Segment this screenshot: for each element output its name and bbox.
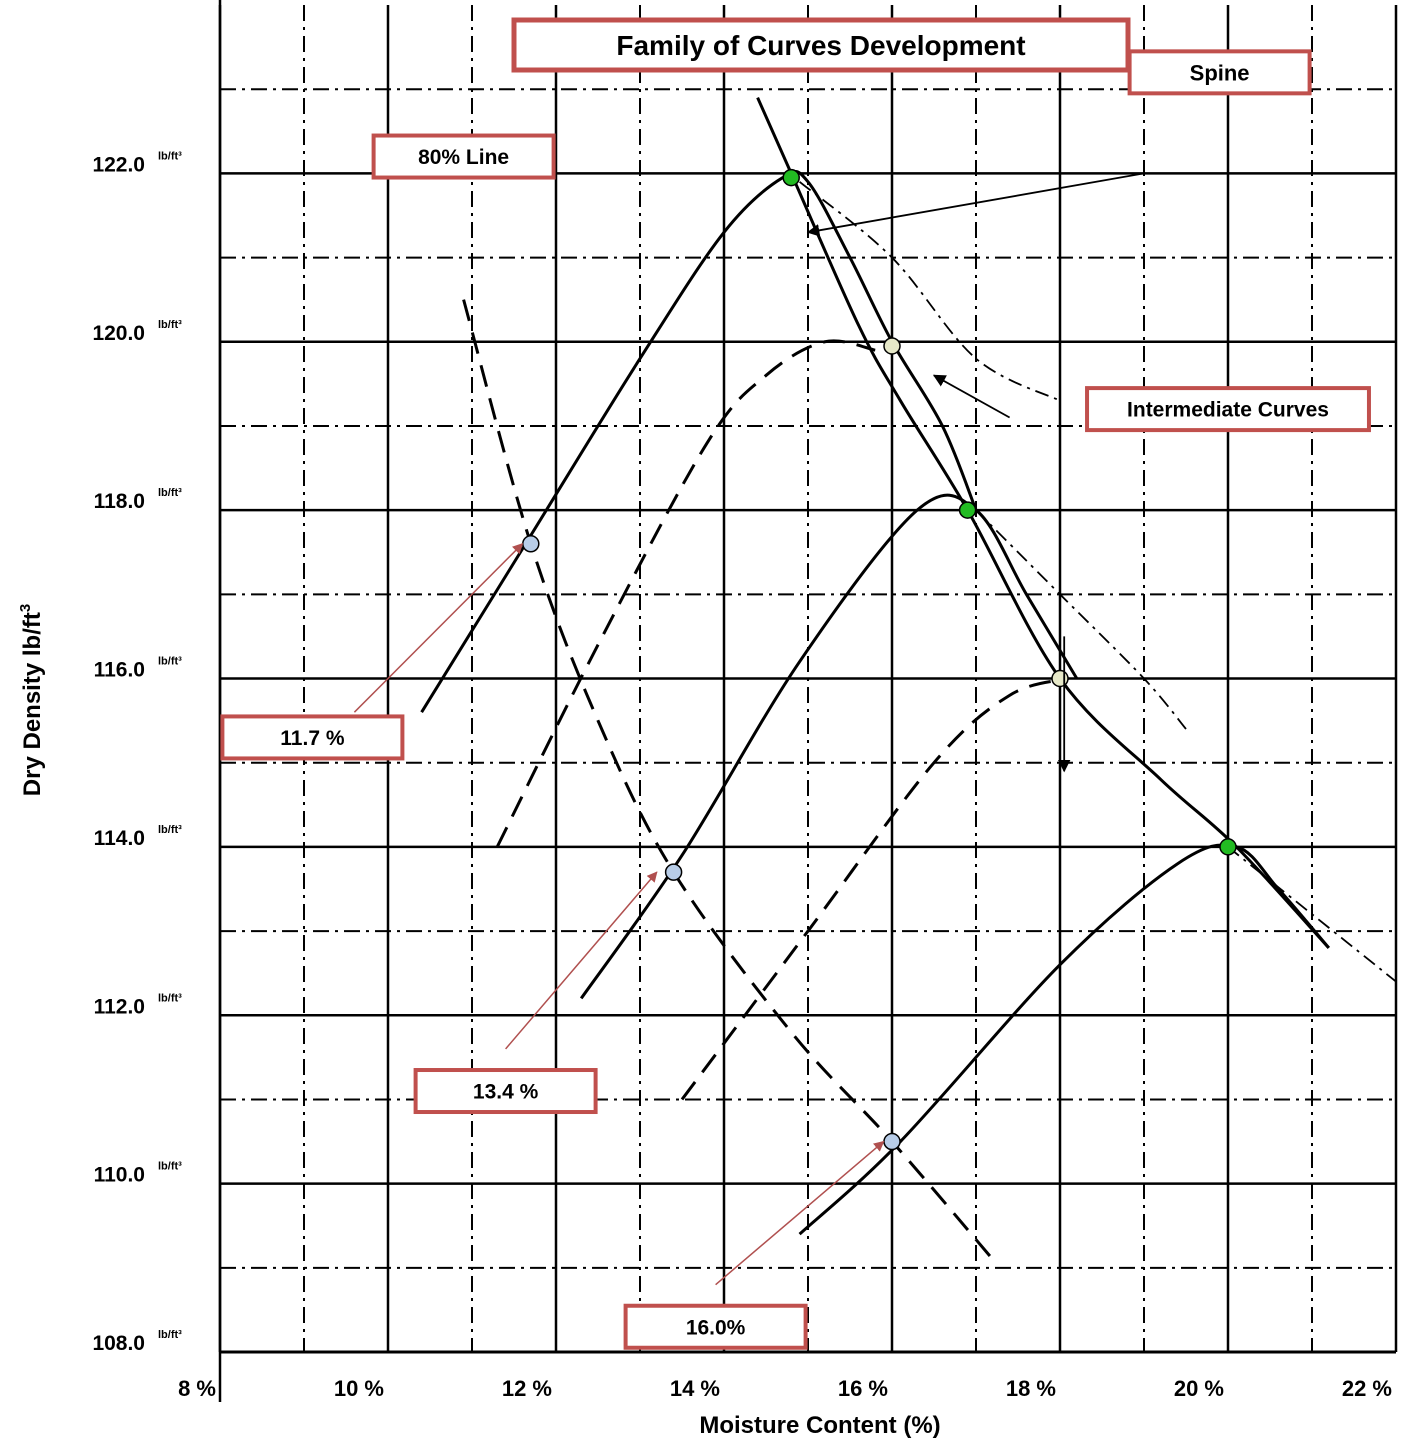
annotation-box-2: 80% Line xyxy=(371,133,556,180)
annotation-box-frame xyxy=(413,1068,598,1115)
x-tick-label: 14 % xyxy=(670,1376,720,1401)
y-tick-label: 116.0 xyxy=(94,659,145,682)
y-tick-unit: lb/ft³ xyxy=(158,656,182,668)
chart-title-box: Family of Curves Development xyxy=(511,17,1131,73)
annotation-box-frame xyxy=(1085,386,1371,433)
curve-series-8 xyxy=(799,181,1061,402)
data-point-4 xyxy=(1051,669,1069,688)
annotation-box-frame xyxy=(371,133,556,180)
y-axis-title-superscript: 3 xyxy=(17,604,34,612)
y-tick-label: 122.0 xyxy=(92,153,145,176)
x-axis-title: Moisture Content (%) xyxy=(699,1412,940,1439)
annotation-box-4: 11.7 % xyxy=(220,714,405,761)
y-tick-unit: lb/ft³ xyxy=(158,1329,182,1341)
annotation-arrow-6 xyxy=(715,1140,885,1286)
annotation-label: Spine xyxy=(1190,60,1250,85)
annotation-arrow-4 xyxy=(353,543,524,713)
x-tick-label: 20 % xyxy=(1174,1376,1224,1401)
annotation-box-6: 16.0% xyxy=(623,1303,808,1350)
y-tick-label: 114.0 xyxy=(94,827,145,850)
y-tick-label: 108.0 xyxy=(92,1332,145,1355)
annotation-label: 13.4 % xyxy=(473,1081,539,1104)
annotation-label: 11.7 % xyxy=(280,727,345,750)
annotation-label: 16.0% xyxy=(686,1316,746,1339)
curve-series-4 xyxy=(680,677,1069,1101)
y-tick-unit: lb/ft³ xyxy=(158,1161,182,1173)
data-point-1 xyxy=(782,168,800,187)
annotation-box-3: Intermediate Curves xyxy=(1085,386,1371,433)
data-point-6 xyxy=(522,535,540,553)
chart-title: Family of Curves Development xyxy=(616,30,1025,61)
annotation-arrow-5 xyxy=(505,871,658,1050)
annotation-arrow-1 xyxy=(806,172,1145,237)
data-point-3 xyxy=(958,501,977,519)
y-tick-label: 120.0 xyxy=(92,322,145,345)
curve-series-10 xyxy=(1227,846,1397,983)
data-point-8 xyxy=(883,1132,901,1151)
x-tick-label: 22 % xyxy=(1342,1376,1392,1401)
x-tick-label: 8 % xyxy=(178,1376,216,1401)
y-tick-unit: lb/ft³ xyxy=(158,824,182,836)
annotation-box-frame xyxy=(623,1303,808,1350)
y-tick-unit: lb/ft³ xyxy=(158,150,182,162)
curve-series-2 xyxy=(495,339,876,848)
x-tick-label: 10 % xyxy=(334,1376,384,1401)
annotation-label: Intermediate Curves xyxy=(1127,399,1329,422)
annotation-layer: Spine 80% Line Intermediate Curves 11.7 % 13… xyxy=(220,49,1371,1350)
curve-series-1 xyxy=(420,170,978,713)
curve-series-3 xyxy=(579,493,1079,1000)
x-tick-label: 12 % xyxy=(502,1376,552,1401)
curve-series-6 xyxy=(756,96,1330,949)
data-point-2 xyxy=(883,337,901,355)
y-tick-unit: lb/ft³ xyxy=(158,487,182,499)
y-tick-unit: lb/ft³ xyxy=(158,319,182,331)
annotation-label: 80% Line xyxy=(418,146,509,169)
y-tick-label: 110.0 xyxy=(94,1164,145,1187)
data-point-5 xyxy=(1219,838,1237,856)
annotation-box-1: Spine xyxy=(1127,49,1312,96)
x-tick-label: 18 % xyxy=(1006,1376,1056,1401)
y-tick-label: 118.0 xyxy=(94,490,145,513)
curve-series-9 xyxy=(975,509,1187,730)
tick-layer: 8 % 10 % 12 % 14 % 16 % 18 % 20 % 22 % 122.0 lb/f… xyxy=(92,150,1392,1401)
annotation-box-frame xyxy=(220,714,405,761)
y-axis-title-text: Dry Density lb/ft xyxy=(19,612,46,796)
annotation-arrow-3 xyxy=(932,374,1011,419)
y-tick-unit: lb/ft³ xyxy=(158,992,182,1004)
y-axis-title: Dry Density lb/ft3 xyxy=(17,604,46,796)
y-tick-label: 112.0 xyxy=(94,995,145,1018)
data-point-7 xyxy=(664,863,683,881)
curve-series-5 xyxy=(798,843,1330,1236)
annotation-box-5: 13.4 % xyxy=(413,1068,598,1115)
x-tick-label: 16 % xyxy=(838,1376,888,1401)
